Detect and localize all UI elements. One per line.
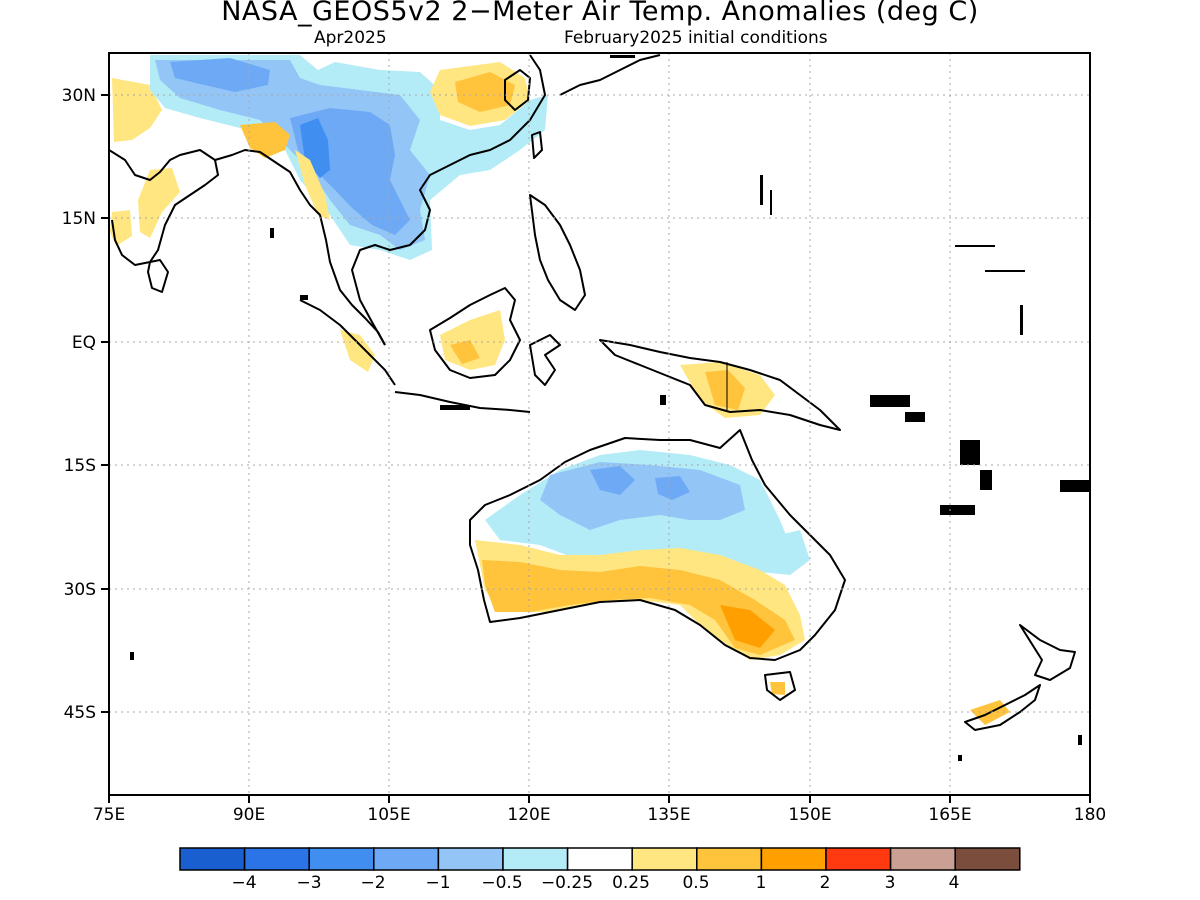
indochina-coastline — [351, 54, 546, 346]
colorbar-swatch — [566, 847, 633, 871]
colorbar-swatch — [889, 847, 956, 871]
australia-north-cool-2 — [540, 462, 745, 530]
coastlines — [109, 54, 1076, 731]
nz-north-coastline — [1019, 624, 1076, 681]
lon-label: 120E — [507, 805, 550, 825]
colorbar-swatch — [179, 847, 246, 871]
australia-east-cool — [760, 530, 810, 575]
lat-label: 30S — [64, 580, 96, 600]
lon-label: 165E — [928, 805, 971, 825]
borneo-warm-core — [450, 340, 480, 364]
lat-label: 15S — [64, 456, 96, 476]
australia-south-warm-core — [482, 560, 795, 655]
grid-lines — [109, 53, 1090, 795]
initial-conditions: February2025 initial conditions — [564, 28, 828, 48]
colorbar-swatch — [825, 847, 892, 871]
bengal-warm — [240, 122, 290, 158]
colorbar-label: 3 — [885, 873, 896, 893]
colorbar-label: 2 — [820, 873, 831, 893]
india-warm-patch — [112, 78, 162, 142]
lon-label: 150E — [788, 805, 831, 825]
lon-label: 180 — [1074, 805, 1106, 825]
lon-label: 90E — [233, 805, 265, 825]
map-frame — [108, 52, 1091, 796]
longitude-labels: 75E 90E 105E 120E 135E 150E 165E 180 — [93, 805, 1106, 825]
borneo-warm — [440, 310, 505, 370]
japan-coastline — [559, 54, 661, 96]
colorbar-label: 0.5 — [682, 873, 709, 893]
australia-north-cool-4 — [655, 476, 690, 500]
australia-south-warm-peak — [720, 605, 775, 648]
colorbar-swatch — [696, 847, 763, 871]
colorbar-swatch — [243, 847, 310, 871]
colorbar-label: −3 — [296, 873, 321, 893]
colorbar-swatch — [631, 847, 698, 871]
pacific-islands — [130, 55, 1090, 761]
lon-label: 105E — [367, 805, 410, 825]
colorbar-labels: −4 −3 −2 −1 −0.5 −0.25 0.25 0.5 1 2 3 4 — [231, 873, 959, 893]
lon-label: 135E — [647, 805, 690, 825]
taiwan-coastline — [531, 131, 543, 159]
colorbar-label: 1 — [756, 873, 767, 893]
colorbar-label: −2 — [360, 873, 385, 893]
new-guinea-coastline — [599, 339, 841, 431]
colorbar-swatch — [373, 847, 440, 871]
india-warm-patch-2 — [138, 168, 180, 238]
forecast-month: Apr2025 — [314, 28, 387, 48]
borneo-coastline — [429, 287, 521, 379]
colorbar: −4 −3 −2 −1 −0.5 −0.25 0.25 0.5 1 2 3 4 — [179, 847, 1021, 893]
colorbar-label: −0.25 — [541, 873, 593, 893]
lon-label: 75E — [93, 805, 125, 825]
burma-coast-warm — [295, 150, 330, 220]
tasmania-warm — [770, 682, 785, 695]
axis-ticks — [101, 94, 1091, 803]
australia-north-cool-3 — [590, 466, 635, 495]
colorbar-swatch — [954, 847, 1021, 871]
nz-south-coastline — [964, 684, 1041, 731]
korea-coastline — [504, 69, 531, 111]
colorbar-label: 0.25 — [612, 873, 650, 893]
colorbar-label: 4 — [949, 873, 960, 893]
tasmania-coastline — [764, 671, 796, 701]
philippines-coastline — [529, 194, 586, 311]
colorbar-label: −1 — [425, 873, 450, 893]
png-warm-core — [705, 370, 745, 410]
colorbar-swatches — [179, 847, 1021, 871]
australia-coastline — [469, 429, 846, 661]
sri-lanka-coastline — [147, 259, 169, 293]
map-title: NASA_GEOS5v2 2−Meter Air Temp. Anomalies… — [221, 0, 979, 27]
lat-label: EQ — [72, 333, 96, 353]
lat-label: 30N — [62, 86, 96, 106]
sulawesi-coastline — [529, 334, 561, 386]
anomaly-shading — [110, 55, 1010, 725]
sumatra-warm — [340, 330, 375, 372]
india-coastline — [109, 149, 219, 266]
tibet-strong-cool — [170, 58, 270, 92]
colorbar-swatch — [308, 847, 375, 871]
colorbar-label: −4 — [231, 873, 256, 893]
colorbar-swatch — [760, 847, 827, 871]
colorbar-swatch — [437, 847, 504, 871]
lat-label: 15N — [62, 209, 96, 229]
lat-label: 45S — [64, 703, 96, 723]
latitude-labels: 30N 15N EQ 15S 30S 45S — [62, 86, 96, 723]
bay-bengal-coastline — [214, 149, 386, 346]
colorbar-swatch — [502, 847, 569, 871]
colorbar-label: −0.5 — [481, 873, 522, 893]
sumatra-coastline — [299, 299, 396, 386]
ne-china-warm-core — [455, 72, 515, 112]
